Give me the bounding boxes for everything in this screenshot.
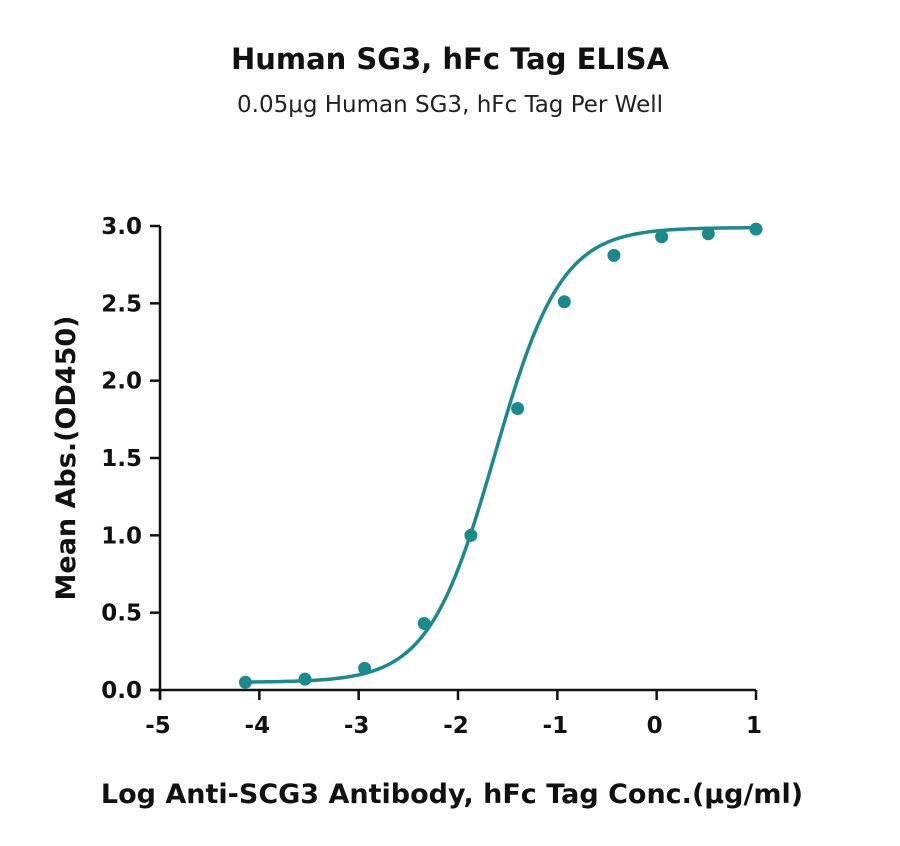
x-tick-label: -5 [145, 713, 171, 739]
data-point [464, 528, 478, 542]
y-tick-label: 2.0 [101, 369, 142, 395]
data-point [358, 661, 372, 675]
data-point [655, 230, 669, 244]
data-point [511, 402, 525, 416]
data-point [417, 616, 431, 630]
x-tick-label: 1 [746, 713, 762, 739]
data-point [557, 295, 571, 309]
data-point [749, 222, 763, 236]
data-point [298, 672, 312, 686]
fit-curve-layer [245, 225, 757, 684]
x-tick-label: -4 [245, 713, 271, 739]
axes: 0.0 0.5 1.0 1.5 2.0 2.5 3.0 -5 -4 -3 -2 -1 0 1 [101, 214, 762, 739]
chart-title: Human SG3, hFc Tag ELISA [230, 42, 670, 76]
data-point [607, 248, 621, 262]
fit-curve [245, 225, 757, 684]
y-tick-label: 2.5 [101, 291, 142, 317]
x-tick-label: -1 [543, 713, 569, 739]
y-tick-label: 0.0 [101, 678, 142, 704]
data-point [238, 675, 252, 689]
y-axis-title: Mean Abs.(OD450) [51, 316, 82, 601]
data-point [701, 227, 715, 241]
x-tick-label: -2 [443, 713, 469, 739]
data-points-layer [238, 222, 763, 689]
y-tick-label: 0.5 [101, 601, 142, 627]
y-tick-label: 1.0 [101, 523, 142, 549]
chart-subtitle: 0.05μg Human SG3, hFc Tag Per Well [237, 92, 663, 118]
y-tick-label: 1.5 [101, 446, 142, 472]
y-tick-label: 3.0 [101, 214, 142, 240]
x-tick-label: 0 [647, 713, 663, 739]
x-tick-label: -3 [344, 713, 370, 739]
x-axis-title: Log Anti-SCG3 Antibody, hFc Tag Conc.(μg… [101, 779, 803, 810]
